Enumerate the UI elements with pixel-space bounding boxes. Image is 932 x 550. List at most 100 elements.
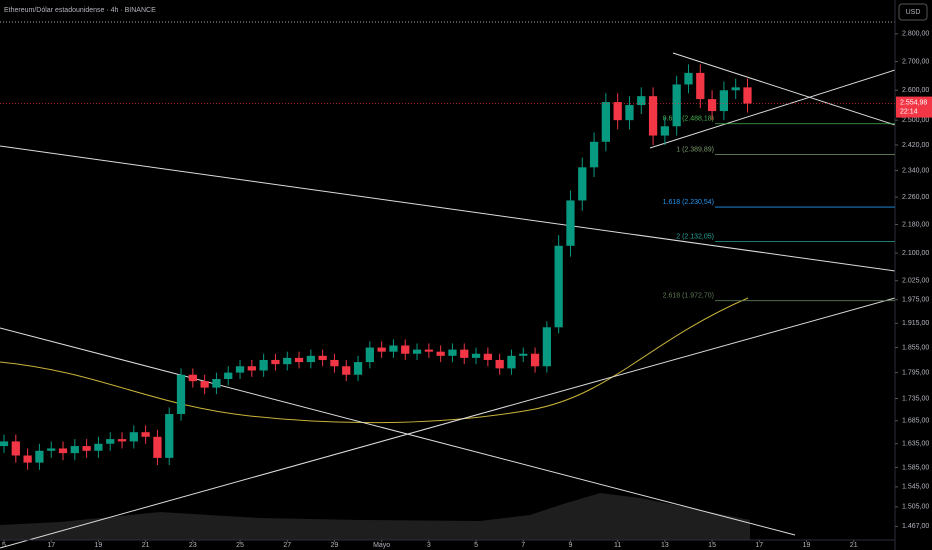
candle-body (188, 374, 197, 382)
candle-body (247, 366, 256, 371)
candle-body (389, 345, 398, 352)
candle-body (176, 374, 186, 415)
y-tick-label: 1.855,00 (902, 344, 929, 351)
candle-body (460, 349, 469, 358)
candle-body (82, 446, 91, 451)
y-tick-label: 1.505,00 (902, 504, 929, 511)
y-tick-label: 1.545,00 (902, 484, 929, 491)
y-tick-label: 2.800,00 (902, 31, 929, 38)
trend-line (672, 52, 896, 126)
candle-body (696, 72, 705, 100)
x-tick-label: 19 (95, 542, 103, 549)
candle-body (401, 345, 410, 354)
trend-line (0, 327, 796, 536)
candle-body (731, 87, 740, 91)
x-tick-label: 17 (755, 542, 763, 549)
x-tick-label: 17 (47, 542, 55, 549)
candle-body (672, 84, 681, 127)
y-tick-label: 1.467,00 (902, 523, 929, 530)
candle-body (648, 96, 658, 136)
candle-body (660, 126, 670, 136)
x-tick-label: 29 (331, 542, 339, 549)
candle-body (601, 102, 611, 142)
y-tick-label: 2.340,00 (902, 167, 929, 174)
last-price-label: 2.554,98 (900, 99, 927, 106)
x-tick-label: 23 (189, 542, 197, 549)
candle-body (377, 347, 386, 352)
y-tick-label: 2.025,00 (902, 278, 929, 285)
candle-body (519, 353, 528, 356)
candle-body (235, 366, 245, 373)
candle-body (448, 349, 457, 356)
candle-body (318, 355, 327, 360)
candle-body (365, 347, 374, 363)
x-tick-label: 5 (474, 542, 478, 549)
candle-body (0, 441, 9, 447)
y-tick-label: 1.975,00 (902, 297, 929, 304)
currency-label[interactable]: USD (906, 9, 921, 16)
trend-line (0, 145, 896, 272)
x-tick-label: 9 (569, 542, 573, 549)
y-tick-label: 1.915,00 (902, 320, 929, 327)
y-tick-label: 1.585,00 (902, 464, 929, 471)
candle-body (507, 355, 516, 369)
candle-body (47, 448, 56, 451)
moving-average (0, 297, 749, 424)
candle-body (58, 448, 68, 454)
candle-body (330, 359, 339, 367)
fib-label: 2 (2.132,05) (676, 233, 714, 240)
candle-body (495, 359, 504, 369)
candle-body (106, 439, 115, 444)
trend-line (649, 69, 896, 149)
y-tick-label: 2.100,00 (902, 250, 929, 257)
x-tick-label: 11 (614, 542, 621, 549)
candle-body (743, 87, 752, 104)
candle-body (707, 99, 717, 112)
candle-body (212, 379, 221, 388)
candle-body (259, 359, 268, 371)
candle-body (294, 357, 304, 363)
countdown: 22:14 (900, 108, 918, 115)
candle-body (224, 372, 233, 380)
candle-body (11, 441, 20, 456)
currency-button[interactable] (898, 3, 928, 21)
y-tick-label: 2.500,00 (902, 117, 929, 124)
candle-body (271, 359, 280, 365)
y-tick-label: 2.260,00 (902, 194, 929, 201)
candle-body (719, 90, 729, 112)
candle-body (70, 446, 79, 454)
x-tick-label: 3 (427, 542, 431, 549)
candle-body (35, 450, 44, 463)
candle-body (637, 96, 646, 106)
candle-body (424, 349, 433, 352)
candle-body (684, 72, 693, 85)
candle-body (578, 167, 587, 201)
candle-body (141, 432, 150, 437)
drawings (0, 21, 896, 549)
candle-body (165, 414, 174, 458)
x-tick-label: 21 (850, 542, 858, 549)
chart-title: Ethereum/Dólar estadounidense · 4h · BIN… (4, 7, 156, 14)
candle-body (566, 200, 575, 246)
candle-body (283, 357, 292, 365)
candle-body (94, 443, 103, 451)
candle-body (117, 439, 127, 442)
candle-body (554, 245, 563, 328)
fib-label: 2.618 (1.972,70) (663, 293, 714, 300)
fib-label: 0.618 (2.488,18) (663, 116, 714, 123)
x-tick-label: 25 (236, 542, 244, 549)
y-tick-label: 1.685,00 (902, 418, 929, 425)
candle-body (483, 353, 492, 360)
candle-body (200, 381, 209, 388)
candle-body (153, 436, 162, 458)
candle-body (23, 455, 32, 463)
candle-body (412, 349, 422, 354)
last-price-box (896, 96, 932, 118)
candle-body (613, 102, 622, 121)
y-tick-label: 1.735,00 (902, 395, 929, 402)
candle-body (625, 105, 634, 121)
x-tick-label: 7 (521, 542, 525, 549)
candle-body (530, 353, 540, 367)
candle-body (589, 141, 599, 168)
